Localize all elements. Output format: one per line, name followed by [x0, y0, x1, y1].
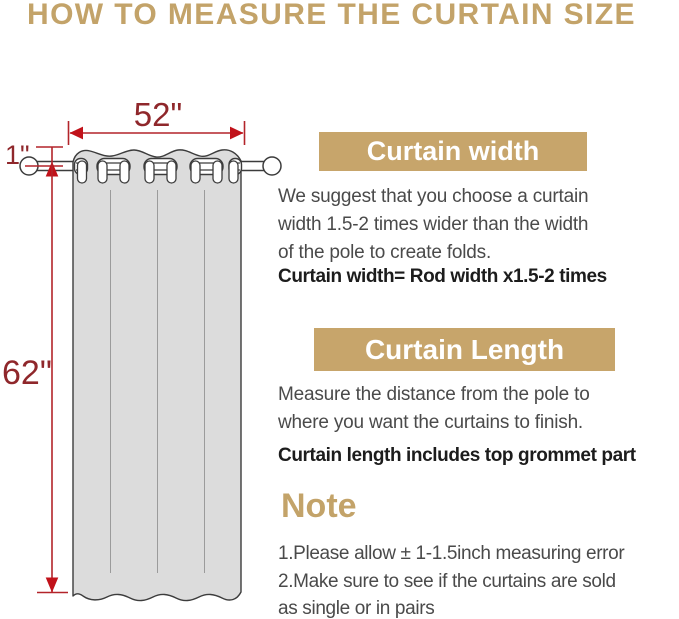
width-dimension-label: 52": [134, 96, 182, 133]
fabric-loop-icon: [144, 160, 155, 184]
curtain-measure-diagram: 52" 1" 62": [2, 96, 282, 602]
page-title: HOW TO MEASURE THE CURTAIN SIZE: [27, 0, 636, 31]
description-line: Measure the distance from the pole to: [278, 384, 590, 405]
description-line: of the pole to create folds.: [278, 242, 492, 263]
fabric-loop-icon: [212, 160, 223, 184]
curtain-panel-icon: [72, 149, 242, 602]
arrow-left-icon: [69, 126, 83, 140]
curtain-length-formula: Curtain length includes top grommet part: [278, 445, 636, 466]
note-item: 1.Please allow ± 1-1.5inch measuring err…: [278, 543, 625, 564]
fold-lines: [110, 190, 205, 573]
fabric-loops: [76, 160, 239, 184]
fabric-loop-icon: [166, 160, 177, 184]
fabric-loop-icon: [228, 160, 239, 184]
curtain-length-heading-label: Curtain Length: [364, 333, 565, 365]
fabric-loop-icon: [119, 160, 130, 184]
description-line: We suggest that you choose a curtain: [278, 186, 589, 207]
fabric-loop-icon: [76, 160, 88, 184]
grommet-dimension-label: 1": [5, 140, 30, 170]
curtain-width-heading: Curtain width: [319, 132, 587, 171]
arrow-down-icon: [45, 577, 59, 593]
arrow-right-icon: [230, 126, 244, 140]
rod-finial-right-icon: [262, 156, 282, 176]
fabric-loop-icon: [97, 160, 108, 184]
curtain-width-heading-label: Curtain width: [366, 136, 540, 166]
note-heading: Note: [281, 487, 357, 525]
note-item: as single or in pairs: [278, 598, 435, 619]
length-dimension-label: 62": [2, 354, 52, 392]
width-dimension: 52": [67, 96, 246, 145]
curtain-width-description: We suggest that you choose a curtain wid…: [278, 183, 589, 267]
description-line: where you want the curtains to finish.: [278, 412, 584, 433]
curtain-length-heading: Curtain Length: [314, 328, 615, 371]
note-item: 2.Make sure to see if the curtains are s…: [278, 570, 616, 592]
description-line: width 1.5-2 times wider than the width: [278, 214, 589, 235]
curtain-width-formula: Curtain width= Rod width x1.5-2 times: [278, 266, 607, 287]
fabric-loop-icon: [190, 160, 201, 184]
length-dimension: 62": [2, 147, 68, 594]
curtain-length-description: Measure the distance from the pole to wh…: [278, 381, 590, 437]
note-list: 1.Please allow ± 1-1.5inch measuring err…: [278, 540, 625, 619]
